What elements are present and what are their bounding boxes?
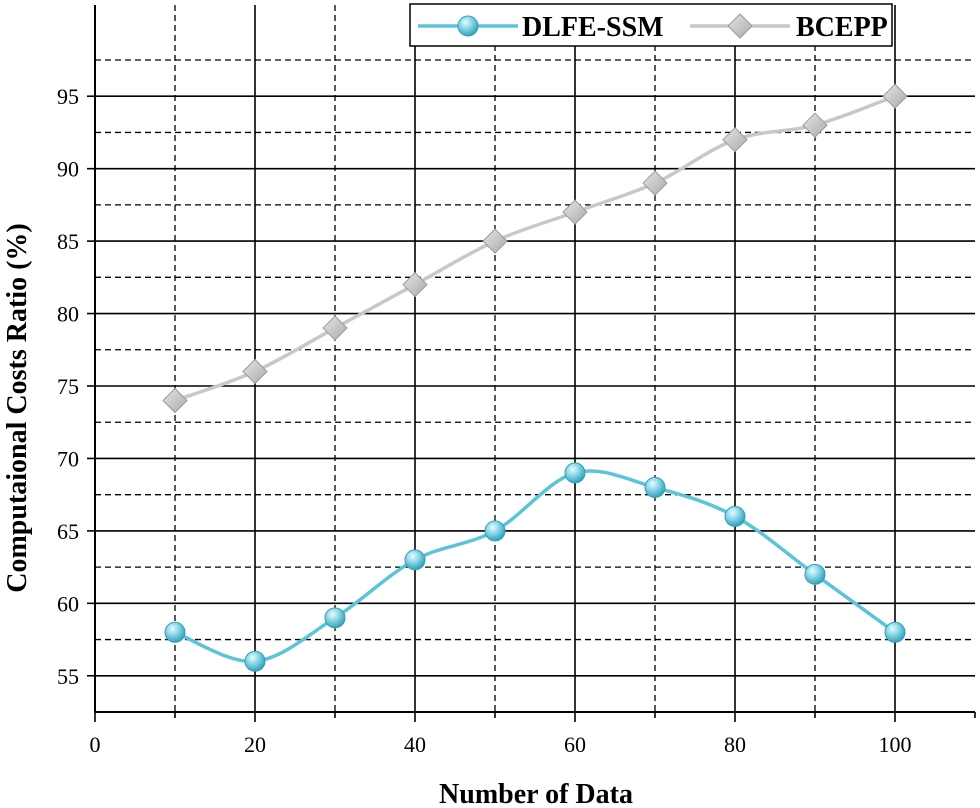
data-point-bcepp: [722, 126, 748, 153]
legend-marker-dlfe: [457, 15, 479, 37]
series-line-dlfe-ssm: [174, 469, 897, 664]
data-point-dlfe-ssm: [564, 462, 586, 484]
data-point-bcepp: [642, 170, 668, 196]
data-point-dlfe-ssm: [404, 549, 426, 571]
axes: 0 20 40 60 80 100 55 60 65 70 75 80 85 90 95: [57, 5, 976, 757]
data-point-bcepp: [402, 271, 428, 298]
data-point-bcepp: [322, 315, 348, 341]
data-point-dlfe-ssm: [484, 520, 506, 542]
series-line-bcepp: [174, 94, 896, 403]
x-tick-label: 0: [90, 732, 101, 757]
y-tick-label: 70: [57, 446, 79, 471]
x-axis-title: Number of Data: [439, 779, 633, 808]
legend-marker-bcepp: [727, 13, 753, 39]
legend: DLFE-SSM BCEPP: [409, 3, 893, 47]
data-point-dlfe-ssm: [804, 563, 826, 585]
legend-label-bcepp: BCEPP: [796, 12, 888, 43]
data-point-dlfe-ssm: [724, 505, 746, 527]
data-point-dlfe-ssm: [324, 607, 346, 629]
x-tick-label: 60: [564, 732, 586, 757]
data-point-bcepp: [802, 112, 828, 138]
series: [162, 83, 908, 672]
y-tick-label: 65: [57, 519, 79, 544]
data-point-dlfe-ssm: [644, 476, 666, 498]
x-tick-label: 100: [879, 732, 912, 757]
data-point-bcepp: [882, 83, 908, 109]
y-tick-label: 80: [57, 302, 79, 327]
x-tick-label: 80: [724, 732, 746, 757]
data-point-dlfe-ssm: [164, 621, 186, 643]
y-tick-label: 75: [57, 374, 79, 399]
data-point-bcepp: [562, 199, 588, 225]
y-axis-title: Computaional Costs Ratio (%): [2, 223, 33, 592]
data-point-bcepp: [162, 387, 188, 414]
y-tick-label: 55: [57, 664, 79, 689]
legend-label-dlfe: DLFE-SSM: [522, 12, 664, 43]
y-tick-label: 95: [57, 84, 79, 109]
data-point-dlfe-ssm: [884, 621, 906, 643]
y-tick-label: 85: [57, 229, 79, 254]
x-tick-label: 20: [244, 732, 266, 757]
grid: [95, 5, 975, 712]
data-point-bcepp: [242, 358, 268, 385]
y-tick-label: 90: [57, 157, 79, 182]
y-tick-label: 60: [57, 591, 79, 616]
x-tick-label: 40: [404, 732, 426, 757]
data-point-dlfe-ssm: [244, 650, 266, 672]
data-point-bcepp: [482, 228, 508, 254]
